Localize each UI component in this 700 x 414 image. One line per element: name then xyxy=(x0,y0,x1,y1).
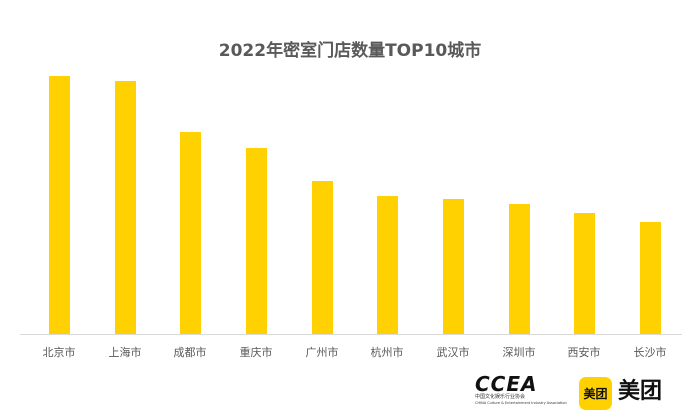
x-label: 上海市 xyxy=(108,346,142,359)
ccea-cn-name: 中国文化娱乐行业协会 xyxy=(475,394,526,400)
x-label: 西安市 xyxy=(567,346,601,359)
bar-6 xyxy=(443,199,464,334)
bar-7 xyxy=(509,204,530,334)
chart-title: 2022年密室门店数量TOP10城市 xyxy=(218,41,482,61)
x-label: 武汉市 xyxy=(436,346,470,359)
x-label: 北京市 xyxy=(42,346,76,359)
ccea-logo-text: CCEA xyxy=(475,372,538,396)
x-label: 长沙市 xyxy=(633,346,667,359)
bar-9 xyxy=(640,222,661,334)
bar-3 xyxy=(246,148,267,334)
bar-4 xyxy=(312,181,333,334)
x-label: 成都市 xyxy=(173,346,207,359)
x-label: 杭州市 xyxy=(370,346,404,359)
bar-5 xyxy=(377,196,398,334)
x-axis-line xyxy=(20,334,682,335)
bar-2 xyxy=(180,132,201,334)
meituan-logo-icon: 美团 xyxy=(579,377,612,410)
bar-1 xyxy=(115,81,136,334)
meituan-logo-text: 美团 xyxy=(618,379,663,404)
x-label: 深圳市 xyxy=(502,346,536,359)
ccea-logo: CCEA 中国文化娱乐行业协会 CHINA Culture & Entertai… xyxy=(475,374,570,410)
x-label: 重庆市 xyxy=(239,346,273,359)
plot-area xyxy=(20,60,680,334)
x-label: 广州市 xyxy=(305,346,339,359)
bar-0 xyxy=(49,76,70,334)
ccea-en-name: CHINA Culture & Entertainment Industry A… xyxy=(475,401,567,405)
bar-8 xyxy=(574,213,595,334)
